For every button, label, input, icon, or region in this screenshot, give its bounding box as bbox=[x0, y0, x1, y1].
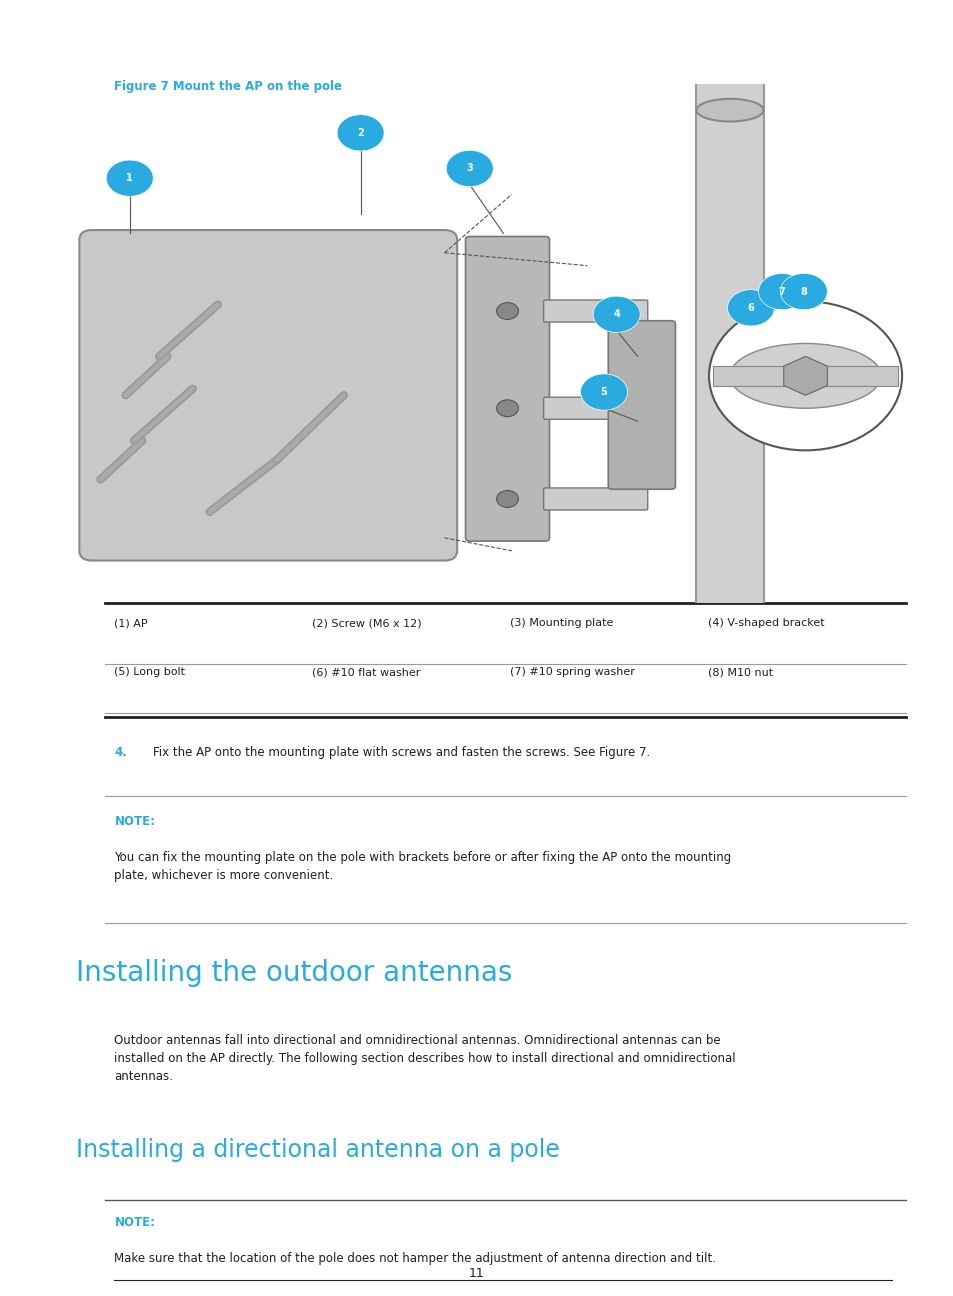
Text: Make sure that the location of the pole does not hamper the adjustment of antenn: Make sure that the location of the pole … bbox=[114, 1252, 716, 1265]
Polygon shape bbox=[783, 356, 826, 395]
Circle shape bbox=[758, 273, 804, 310]
Text: 4.: 4. bbox=[114, 746, 127, 759]
Circle shape bbox=[446, 150, 493, 187]
Circle shape bbox=[497, 491, 517, 508]
Text: 7: 7 bbox=[778, 286, 784, 297]
Text: (6) #10 flat washer: (6) #10 flat washer bbox=[313, 667, 420, 678]
Circle shape bbox=[708, 302, 902, 451]
FancyBboxPatch shape bbox=[79, 231, 456, 560]
Text: (2) Screw (M6 x 12): (2) Screw (M6 x 12) bbox=[313, 618, 421, 629]
Polygon shape bbox=[696, 52, 762, 616]
Circle shape bbox=[497, 400, 517, 417]
Text: You can fix the mounting plate on the pole with brackets before or after fixing : You can fix the mounting plate on the po… bbox=[114, 851, 731, 883]
Text: 4: 4 bbox=[613, 310, 619, 319]
Text: (1) AP: (1) AP bbox=[114, 618, 148, 629]
Text: 1: 1 bbox=[126, 174, 133, 183]
Circle shape bbox=[780, 273, 826, 310]
Circle shape bbox=[336, 115, 384, 152]
Text: (8) M10 nut: (8) M10 nut bbox=[707, 667, 773, 678]
FancyBboxPatch shape bbox=[543, 489, 647, 511]
Text: 11: 11 bbox=[469, 1267, 484, 1280]
Circle shape bbox=[580, 373, 627, 411]
Ellipse shape bbox=[696, 98, 762, 122]
Text: NOTE:: NOTE: bbox=[114, 1216, 155, 1229]
Circle shape bbox=[106, 161, 153, 197]
Circle shape bbox=[727, 290, 774, 327]
Text: Figure 7 Mount the AP on the pole: Figure 7 Mount the AP on the pole bbox=[114, 80, 342, 93]
Text: 6: 6 bbox=[747, 303, 754, 312]
Text: (3) Mounting plate: (3) Mounting plate bbox=[510, 618, 613, 629]
Text: 5: 5 bbox=[600, 388, 607, 397]
Polygon shape bbox=[713, 367, 897, 386]
Ellipse shape bbox=[729, 343, 881, 408]
Text: 3: 3 bbox=[466, 163, 473, 174]
FancyBboxPatch shape bbox=[543, 301, 647, 323]
Text: 8: 8 bbox=[800, 286, 806, 297]
Text: (5) Long bolt: (5) Long bolt bbox=[114, 667, 185, 678]
Text: (4) V-shaped bracket: (4) V-shaped bracket bbox=[707, 618, 824, 629]
Circle shape bbox=[593, 297, 639, 333]
Text: NOTE:: NOTE: bbox=[114, 815, 155, 828]
FancyBboxPatch shape bbox=[543, 397, 647, 420]
FancyBboxPatch shape bbox=[465, 236, 549, 542]
Text: Outdoor antennas fall into directional and omnidirectional antennas. Omnidirecti: Outdoor antennas fall into directional a… bbox=[114, 1034, 736, 1083]
Text: Installing the outdoor antennas: Installing the outdoor antennas bbox=[76, 959, 512, 988]
Text: Installing a directional antenna on a pole: Installing a directional antenna on a po… bbox=[76, 1138, 559, 1163]
FancyBboxPatch shape bbox=[608, 321, 675, 490]
Text: Fix the AP onto the mounting plate with screws and fasten the screws. See Figure: Fix the AP onto the mounting plate with … bbox=[152, 746, 649, 759]
Circle shape bbox=[497, 303, 517, 320]
Text: (7) #10 spring washer: (7) #10 spring washer bbox=[510, 667, 635, 678]
Text: 2: 2 bbox=[356, 128, 364, 137]
